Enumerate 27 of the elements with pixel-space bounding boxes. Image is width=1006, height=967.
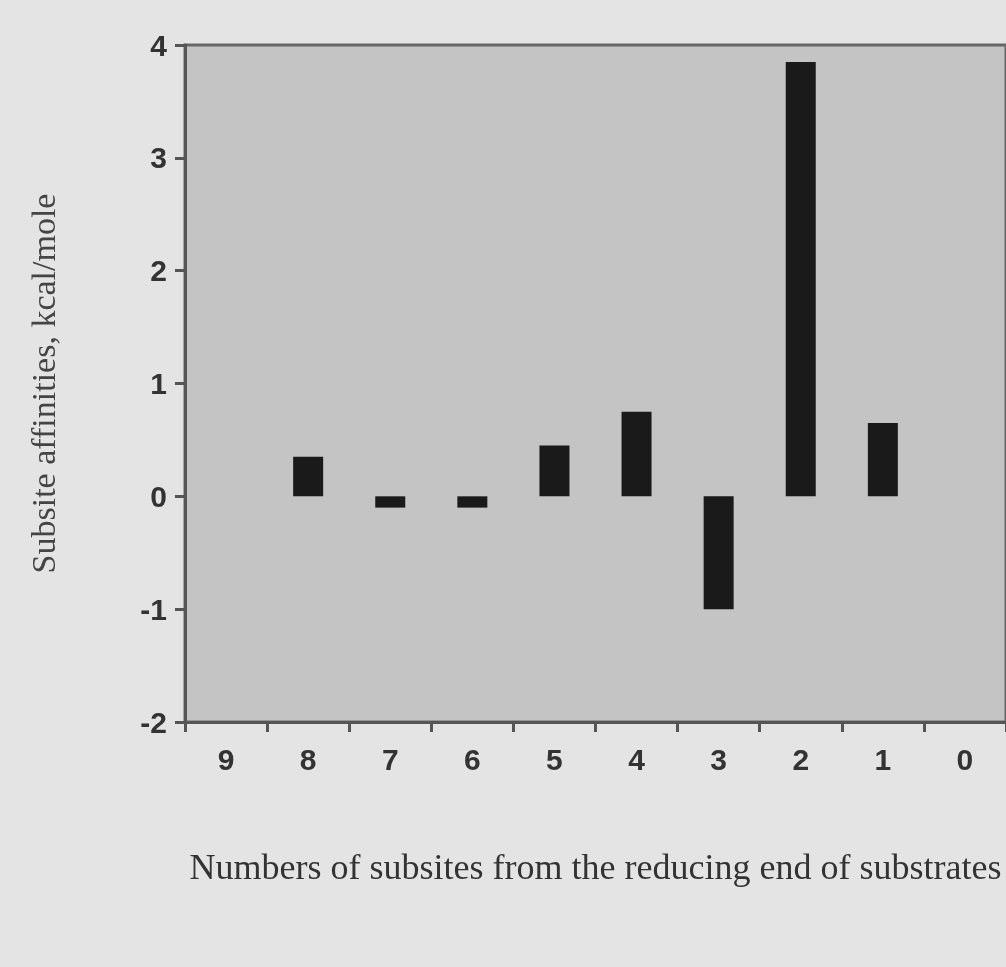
x-tick-label: 1: [874, 742, 892, 776]
x-axis-title: Numbers of subsites from the reducing end of substrates: [189, 847, 1002, 887]
bar: [785, 61, 816, 497]
x-tick-label: 3: [710, 742, 727, 776]
y-axis-title: Subsite affinities, kcal/mole: [24, 193, 62, 574]
y-tick-label: -2: [140, 705, 167, 739]
y-tick-label: 4: [150, 28, 168, 62]
x-tick-label: 4: [628, 742, 646, 776]
x-tick-label: 2: [792, 742, 810, 776]
bar: [703, 496, 734, 610]
x-tick-label: 6: [464, 742, 481, 776]
x-tick-label: 0: [956, 742, 974, 776]
bar: [867, 422, 898, 497]
x-tick-label: 9: [217, 742, 235, 776]
y-tick-label: -1: [140, 592, 167, 626]
y-tick-label: 2: [150, 254, 167, 288]
x-tick-label: 8: [299, 742, 317, 776]
bar: [457, 496, 488, 508]
bar: [621, 411, 652, 497]
y-tick-label: 3: [150, 141, 167, 175]
y-tick-label: 0: [150, 479, 167, 513]
x-tick-label: 7: [381, 742, 399, 776]
bar: [375, 496, 406, 508]
bar: [293, 456, 324, 497]
bar: [539, 445, 570, 497]
x-tick-label: 5: [546, 742, 563, 776]
y-tick-label: 1: [150, 367, 167, 400]
